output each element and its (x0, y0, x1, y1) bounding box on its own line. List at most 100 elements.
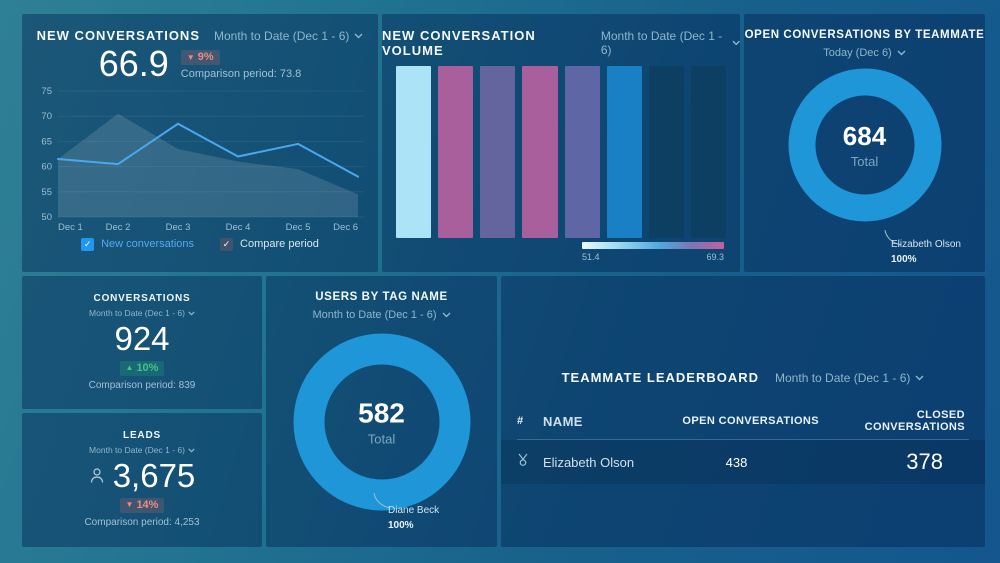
volume-bar (690, 66, 726, 238)
teammate-name: Elizabeth Olson (543, 454, 635, 470)
x-axis-tick: Dec 6 (333, 222, 358, 233)
x-axis-tick: Dec 1 (58, 222, 83, 233)
period-label: Month to Date (Dec 1 - 6) (214, 28, 350, 43)
panel-new-conversation-volume: NEW CONVERSATION VOLUME Month to Date (D… (382, 14, 740, 272)
panel-title: OPEN CONVERSATIONS BY TEAMMATE (744, 29, 985, 41)
slice-name: Diane Beck (388, 505, 440, 516)
delta-value: 9% (197, 51, 214, 63)
arrow-down-icon: ▼ (186, 52, 195, 62)
bar-chart (396, 66, 726, 238)
comparison-note: Comparison period: 839 (88, 379, 196, 391)
volume-bar (606, 66, 642, 238)
y-axis-tick: 75 (41, 86, 52, 97)
period-selector[interactable]: Month to Date (Dec 1 - 6) (312, 309, 451, 321)
volume-bar (648, 66, 684, 238)
chevron-down-icon (188, 311, 195, 316)
slice-pct: 100% (890, 253, 917, 265)
period-selector[interactable]: Today (Dec 6) (823, 47, 906, 59)
y-axis-tick: 50 (41, 212, 52, 223)
legend-compare-period[interactable]: ✓ Compare period (220, 237, 319, 251)
table-header: # NAME OPEN CONVERSATIONS CLOSED CONVERS… (517, 403, 969, 440)
kpi-value: 3,675 (112, 457, 196, 494)
scale-min-label: 51.4 (582, 252, 600, 262)
kpi-value: 66.9 (98, 43, 169, 84)
period-selector[interactable]: Month to Date (Dec 1 - 6) (89, 308, 195, 318)
person-icon (90, 468, 103, 483)
panel-conversations-kpi: CONVERSATIONS Month to Date (Dec 1 - 6) … (22, 276, 262, 409)
panel-title: TEAMMATE LEADERBOARD (561, 370, 760, 385)
color-scale-gradient (582, 242, 724, 249)
comparison-note: Comparison period: 4,253 (84, 516, 200, 528)
col-closed-conversations: CLOSED CONVERSATIONS (864, 409, 965, 433)
panel-leads-kpi: LEADS Month to Date (Dec 1 - 6) 3,675 ▼ … (22, 413, 262, 547)
volume-bar (564, 66, 600, 238)
closed-conversations-value: 378 (906, 449, 943, 474)
slice-pct: 100% (388, 519, 414, 531)
color-scale-legend: 51.4 69.3 (582, 242, 724, 262)
period-label: Month to Date (Dec 1 - 6) (89, 308, 185, 318)
chevron-down-icon (732, 40, 740, 46)
volume-bar (438, 66, 474, 238)
period-selector[interactable]: Month to Date (Dec 1 - 6) (214, 29, 363, 43)
legend-label: Compare period (240, 238, 319, 251)
compare-period-area (58, 113, 358, 217)
delta-badge: ▲ 10% (119, 360, 165, 376)
kpi-title: LEADS (123, 430, 161, 441)
period-label: Today (Dec 6) (823, 47, 892, 59)
leader-line (373, 493, 391, 509)
col-name: NAME (543, 413, 583, 429)
y-axis-tick: 55 (41, 187, 52, 198)
period-selector[interactable]: Month to Date (Dec 1 - 6) (775, 371, 924, 385)
chevron-down-icon (915, 375, 924, 380)
period-selector[interactable]: Month to Date (Dec 1 - 6) (601, 29, 740, 57)
period-label: Month to Date (Dec 1 - 6) (775, 370, 911, 385)
period-label: Month to Date (Dec 1 - 6) (600, 29, 723, 57)
x-axis-tick: Dec 3 (166, 222, 191, 233)
slice-label: Elizabeth Olson 100% (891, 238, 961, 267)
rank-cell (517, 453, 543, 472)
table-row: Elizabeth Olson 438 378 (501, 440, 985, 484)
kpi-value: 924 (114, 320, 170, 357)
panel-new-conversations: NEW CONVERSATIONS Month to Date (Dec 1 -… (22, 14, 378, 272)
checkbox-checked-icon[interactable]: ✓ (81, 237, 95, 251)
line-chart: 50 55 60 65 70 75 Dec 1 Dec 2 Dec 3 Dec 4 Dec 5 Dec… (41, 86, 364, 233)
panel-users-by-tag-name: USERS BY TAG NAME Month to Date (Dec 1 -… (266, 276, 497, 547)
panel-title: USERS BY TAG NAME (315, 291, 448, 303)
delta-badge: ▼ 9% (180, 50, 220, 65)
volume-bar (480, 66, 516, 238)
open-conversations-value: 438 (725, 454, 748, 470)
leader-line (884, 230, 902, 246)
new-conversations-line (57, 122, 359, 178)
panel-title: NEW CONVERSATION VOLUME (382, 28, 536, 58)
comparison-note: Comparison period: 73.8 (180, 68, 302, 80)
kpi-title: CONVERSATIONS (93, 293, 191, 304)
donut-total-label: Total (850, 154, 879, 169)
arrow-down-icon: ▼ (125, 500, 134, 510)
chevron-down-icon (442, 312, 451, 318)
slice-name: Elizabeth Olson (890, 239, 961, 250)
donut-chart (788, 68, 941, 222)
legend-new-conversations[interactable]: ✓ New conversations (81, 237, 195, 251)
x-axis-tick: Dec 4 (226, 222, 251, 233)
period-label: Month to Date (Dec 1 - 6) (312, 309, 437, 321)
donut-total-label: Total (367, 431, 396, 447)
checkbox-checked-icon[interactable]: ✓ (220, 237, 234, 251)
col-open-conversations: OPEN CONVERSATIONS (682, 415, 819, 427)
panel-open-conversations-by-teammate: OPEN CONVERSATIONS BY TEAMMATE Today (De… (744, 14, 985, 272)
donut-total: 684 (842, 121, 887, 151)
volume-bar (396, 66, 432, 238)
legend-label: New conversations (101, 238, 195, 251)
donut-total: 582 (358, 397, 405, 429)
donut-chart (293, 333, 470, 511)
trophy-icon (518, 453, 528, 466)
chevron-down-icon (188, 448, 195, 453)
chevron-down-icon (354, 33, 363, 38)
y-axis-tick: 60 (41, 161, 52, 172)
slice-label: Diane Beck 100% (388, 504, 439, 533)
x-axis-tick: Dec 5 (286, 222, 311, 233)
panel-teammate-leaderboard: TEAMMATE LEADERBOARD Month to Date (Dec … (501, 276, 985, 547)
delta-value: 14% (136, 498, 159, 511)
period-label: Month to Date (Dec 1 - 6) (89, 445, 185, 455)
panel-title: NEW CONVERSATIONS (36, 28, 200, 43)
period-selector[interactable]: Month to Date (Dec 1 - 6) (89, 445, 195, 455)
